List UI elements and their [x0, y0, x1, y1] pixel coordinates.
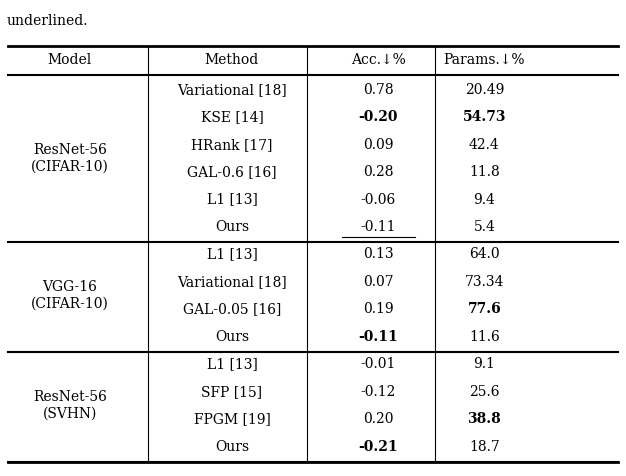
Text: 0.19: 0.19 [363, 302, 394, 317]
Text: Model: Model [48, 52, 92, 67]
Text: 0.07: 0.07 [363, 275, 394, 289]
Text: 42.4: 42.4 [469, 138, 500, 152]
Text: Params.↓%: Params.↓% [444, 52, 525, 67]
Text: GAL-0.05 [16]: GAL-0.05 [16] [183, 302, 281, 317]
Text: Acc.↓%: Acc.↓% [351, 52, 406, 67]
Text: Method: Method [205, 52, 259, 67]
Text: 0.09: 0.09 [363, 138, 394, 152]
Text: L1 [13]: L1 [13] [207, 248, 257, 261]
Text: 0.78: 0.78 [363, 83, 394, 97]
Text: 38.8: 38.8 [468, 412, 501, 426]
Text: VGG-16
(CIFAR-10): VGG-16 (CIFAR-10) [31, 280, 109, 311]
Text: 18.7: 18.7 [469, 439, 500, 454]
Text: ResNet-56
(SVHN): ResNet-56 (SVHN) [33, 390, 107, 420]
Text: Variational [18]: Variational [18] [177, 83, 287, 97]
Text: 64.0: 64.0 [469, 248, 500, 261]
Text: 54.73: 54.73 [463, 110, 506, 124]
Text: -0.21: -0.21 [359, 439, 398, 454]
Text: 11.8: 11.8 [469, 165, 500, 179]
Text: 25.6: 25.6 [469, 385, 500, 399]
Text: L1 [13]: L1 [13] [207, 192, 257, 207]
Text: Ours: Ours [215, 330, 249, 344]
Text: Variational [18]: Variational [18] [177, 275, 287, 289]
Text: -0.20: -0.20 [359, 110, 398, 124]
Text: 11.6: 11.6 [469, 330, 500, 344]
Text: 77.6: 77.6 [468, 302, 501, 317]
Text: -0.12: -0.12 [361, 385, 396, 399]
Text: FPGM [19]: FPGM [19] [193, 412, 270, 426]
Text: 0.13: 0.13 [363, 248, 394, 261]
Text: 0.20: 0.20 [363, 412, 394, 426]
Text: 9.1: 9.1 [473, 357, 495, 371]
Text: HRank [17]: HRank [17] [191, 138, 273, 152]
Text: SFP [15]: SFP [15] [202, 385, 262, 399]
Text: 20.49: 20.49 [464, 83, 504, 97]
Text: 0.28: 0.28 [363, 165, 394, 179]
Text: -0.01: -0.01 [361, 357, 396, 371]
Text: KSE [14]: KSE [14] [200, 110, 264, 124]
Text: GAL-0.6 [16]: GAL-0.6 [16] [187, 165, 277, 179]
Text: 5.4: 5.4 [473, 220, 495, 234]
Text: 73.34: 73.34 [464, 275, 504, 289]
Text: Ours: Ours [215, 439, 249, 454]
Text: L1 [13]: L1 [13] [207, 357, 257, 371]
Text: Ours: Ours [215, 220, 249, 234]
Text: -0.11: -0.11 [361, 220, 396, 234]
Text: 9.4: 9.4 [473, 192, 495, 207]
Text: ResNet-56
(CIFAR-10): ResNet-56 (CIFAR-10) [31, 143, 109, 173]
Text: -0.11: -0.11 [359, 330, 398, 344]
Text: underlined.: underlined. [6, 14, 88, 28]
Text: -0.06: -0.06 [361, 192, 396, 207]
